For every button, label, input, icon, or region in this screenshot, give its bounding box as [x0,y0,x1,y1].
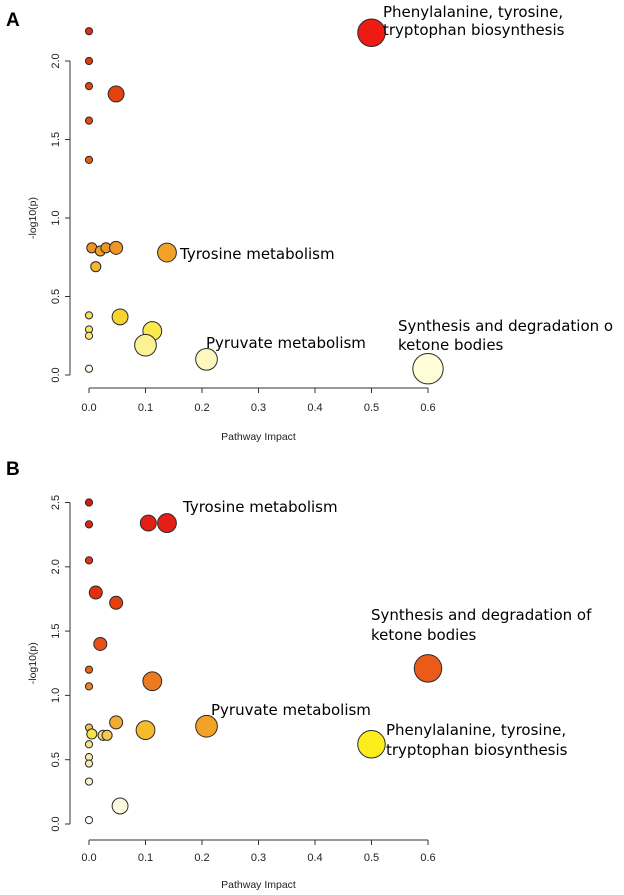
data-point [135,720,156,741]
pathway-annotation: tryptophan biosynthesis [386,741,568,759]
data-point [195,714,218,738]
data-point [84,777,94,786]
x-axis-title: Pathway Impact [221,431,296,443]
data-point [84,556,94,565]
y-tick-label: 0.0 [50,816,62,831]
data-point [93,636,108,651]
data-point [109,595,124,610]
data-point [134,333,157,357]
x-axis-title: Pathway Impact [221,879,296,891]
data-point [357,18,386,47]
pathway-annotation: Phenylalanine, tyrosine, [386,721,566,739]
y-tick-label: 1.0 [50,210,62,225]
data-point [109,240,124,255]
pathway-annotation: Phenylalanine, tyrosine, [383,3,563,21]
pathway-annotation: Tyrosine metabolism [179,245,335,263]
x-tick-label: 0.1 [138,852,153,864]
x-tick-label: 0.2 [194,852,209,864]
panel-b: B 0.0 0.1 0.2 0.3 0.4 0.5 0.6 Pathway Impact 0.0… [6,459,592,891]
data-point [86,728,98,740]
pathway-annotation: Pyruvate metabolism [211,701,371,719]
x-tick-label: 0.4 [307,402,322,414]
y-tick-label: 1.0 [50,688,62,703]
data-point [111,797,129,815]
data-point [84,665,94,674]
x-tick-label: 0.6 [420,852,435,864]
data-point [90,261,102,273]
data-point [139,514,157,532]
x-tick-label: 0.2 [194,402,209,414]
x-tick-label: 0.3 [251,852,266,864]
data-point [84,27,94,36]
y-tick-label: 0.5 [50,289,62,304]
y-tick-label: 0.0 [50,367,62,382]
y-axis-title: -log10(p) [27,197,39,239]
x-tick-label: 0.5 [364,402,379,414]
data-point [84,331,94,340]
y-tick-label: 0.5 [50,752,62,767]
pathway-annotation: tryptophan biosynthesis [383,21,565,39]
x-tick-label: 0.6 [420,402,435,414]
pathway-annotation: Pyruvate metabolism [206,334,366,352]
data-point [195,347,218,371]
panel-b-letter: B [6,459,20,480]
data-point [84,759,94,768]
data-point [84,56,94,66]
pathway-annotation: ketone bodies [398,336,504,354]
data-point [84,682,94,691]
y-tick-label: 2.0 [50,53,62,68]
y-tick-label: 2.5 [50,495,62,510]
data-point [107,85,125,103]
x-tick-label: 0.0 [81,852,96,864]
data-point [84,816,94,825]
data-point [142,671,163,692]
data-point [84,155,94,165]
y-axis-title: -log10(p) [27,642,39,684]
pathway-annotation: ketone bodies [371,626,477,644]
x-tick-label: 0.0 [81,402,96,414]
data-point [88,585,103,600]
y-tick-label: 2.0 [50,559,62,574]
pathway-annotation: Synthesis and degradation o [398,317,613,335]
data-point [84,498,94,507]
data-point [84,364,94,373]
y-tick-label: 1.5 [50,132,62,147]
pathway-annotation: Tyrosine metabolism [182,498,338,516]
data-point [109,715,124,730]
data-point [357,730,386,759]
data-point [84,520,94,529]
data-point [101,729,113,741]
x-tick-label: 0.5 [364,852,379,864]
data-point [84,82,94,91]
data-point [111,308,129,326]
x-tick-label: 0.3 [251,402,266,414]
data-point [84,116,94,125]
data-point [84,740,94,749]
data-point [84,311,94,320]
data-point [413,654,443,683]
panel-a-letter: A [6,10,20,31]
panel-a: A 0.0 0.1 0.2 0.3 0.4 0.5 0.6 Pathway Impact 0.0… [6,3,613,443]
x-tick-label: 0.4 [307,852,322,864]
y-tick-label: 1.5 [50,623,62,638]
pathway-annotation: Synthesis and degradation of [371,606,592,624]
x-tick-label: 0.1 [138,402,153,414]
data-point [412,353,444,385]
data-point [157,242,177,263]
data-point [157,513,177,533]
